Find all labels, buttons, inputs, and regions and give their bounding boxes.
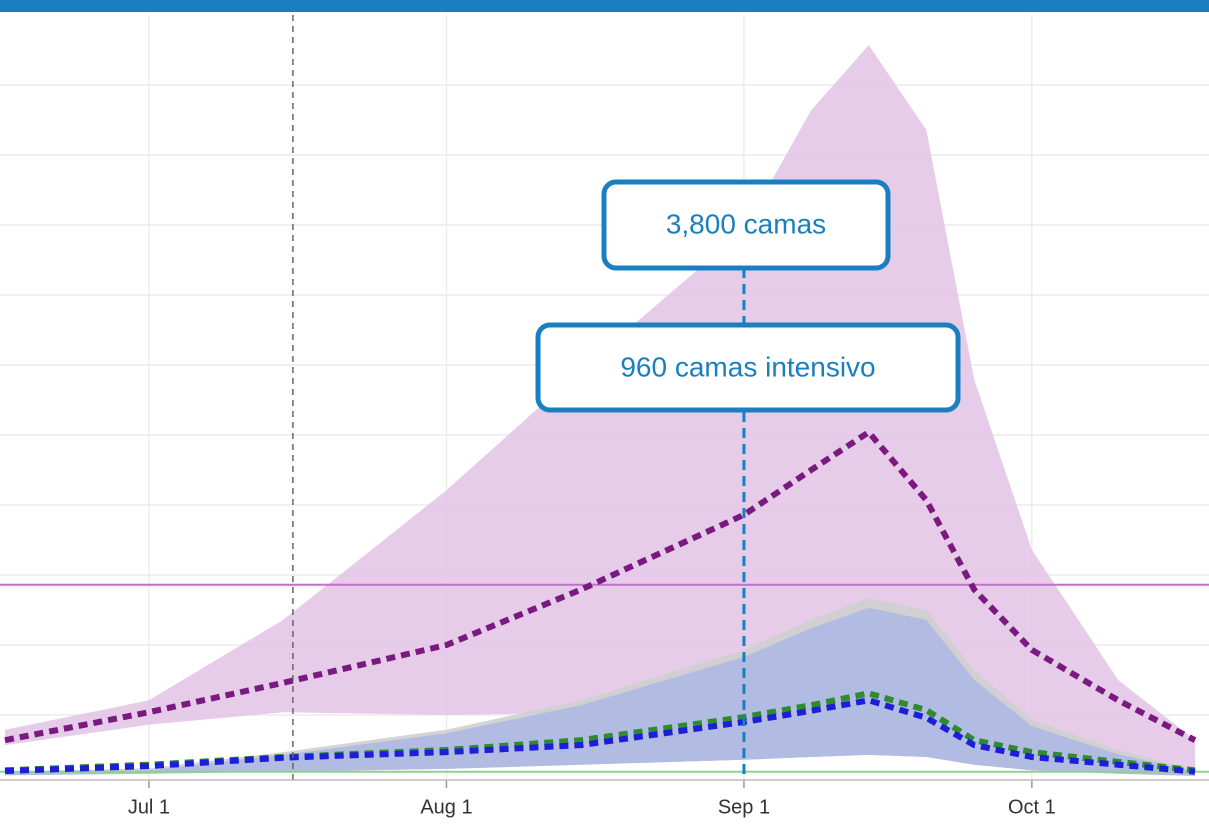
annotation: 960 camas intensivo — [620, 351, 875, 382]
x-tick-label: Sep 1 — [718, 796, 770, 818]
annotation-box — [601, 179, 891, 271]
x-tick-label: Oct 1 — [1008, 796, 1056, 818]
band — [5, 607, 1195, 776]
header-bar — [0, 0, 1209, 12]
annotation: 3,800 camas — [666, 208, 826, 239]
x-tick-label: Jul 1 — [128, 796, 170, 818]
series-line — [4, 428, 1197, 744]
x-tick-label: Aug 1 — [420, 796, 472, 818]
series-line — [4, 697, 1196, 775]
annotation-box — [535, 322, 961, 413]
annotations: 3,800 camas 960 camas intensivo — [535, 179, 961, 413]
